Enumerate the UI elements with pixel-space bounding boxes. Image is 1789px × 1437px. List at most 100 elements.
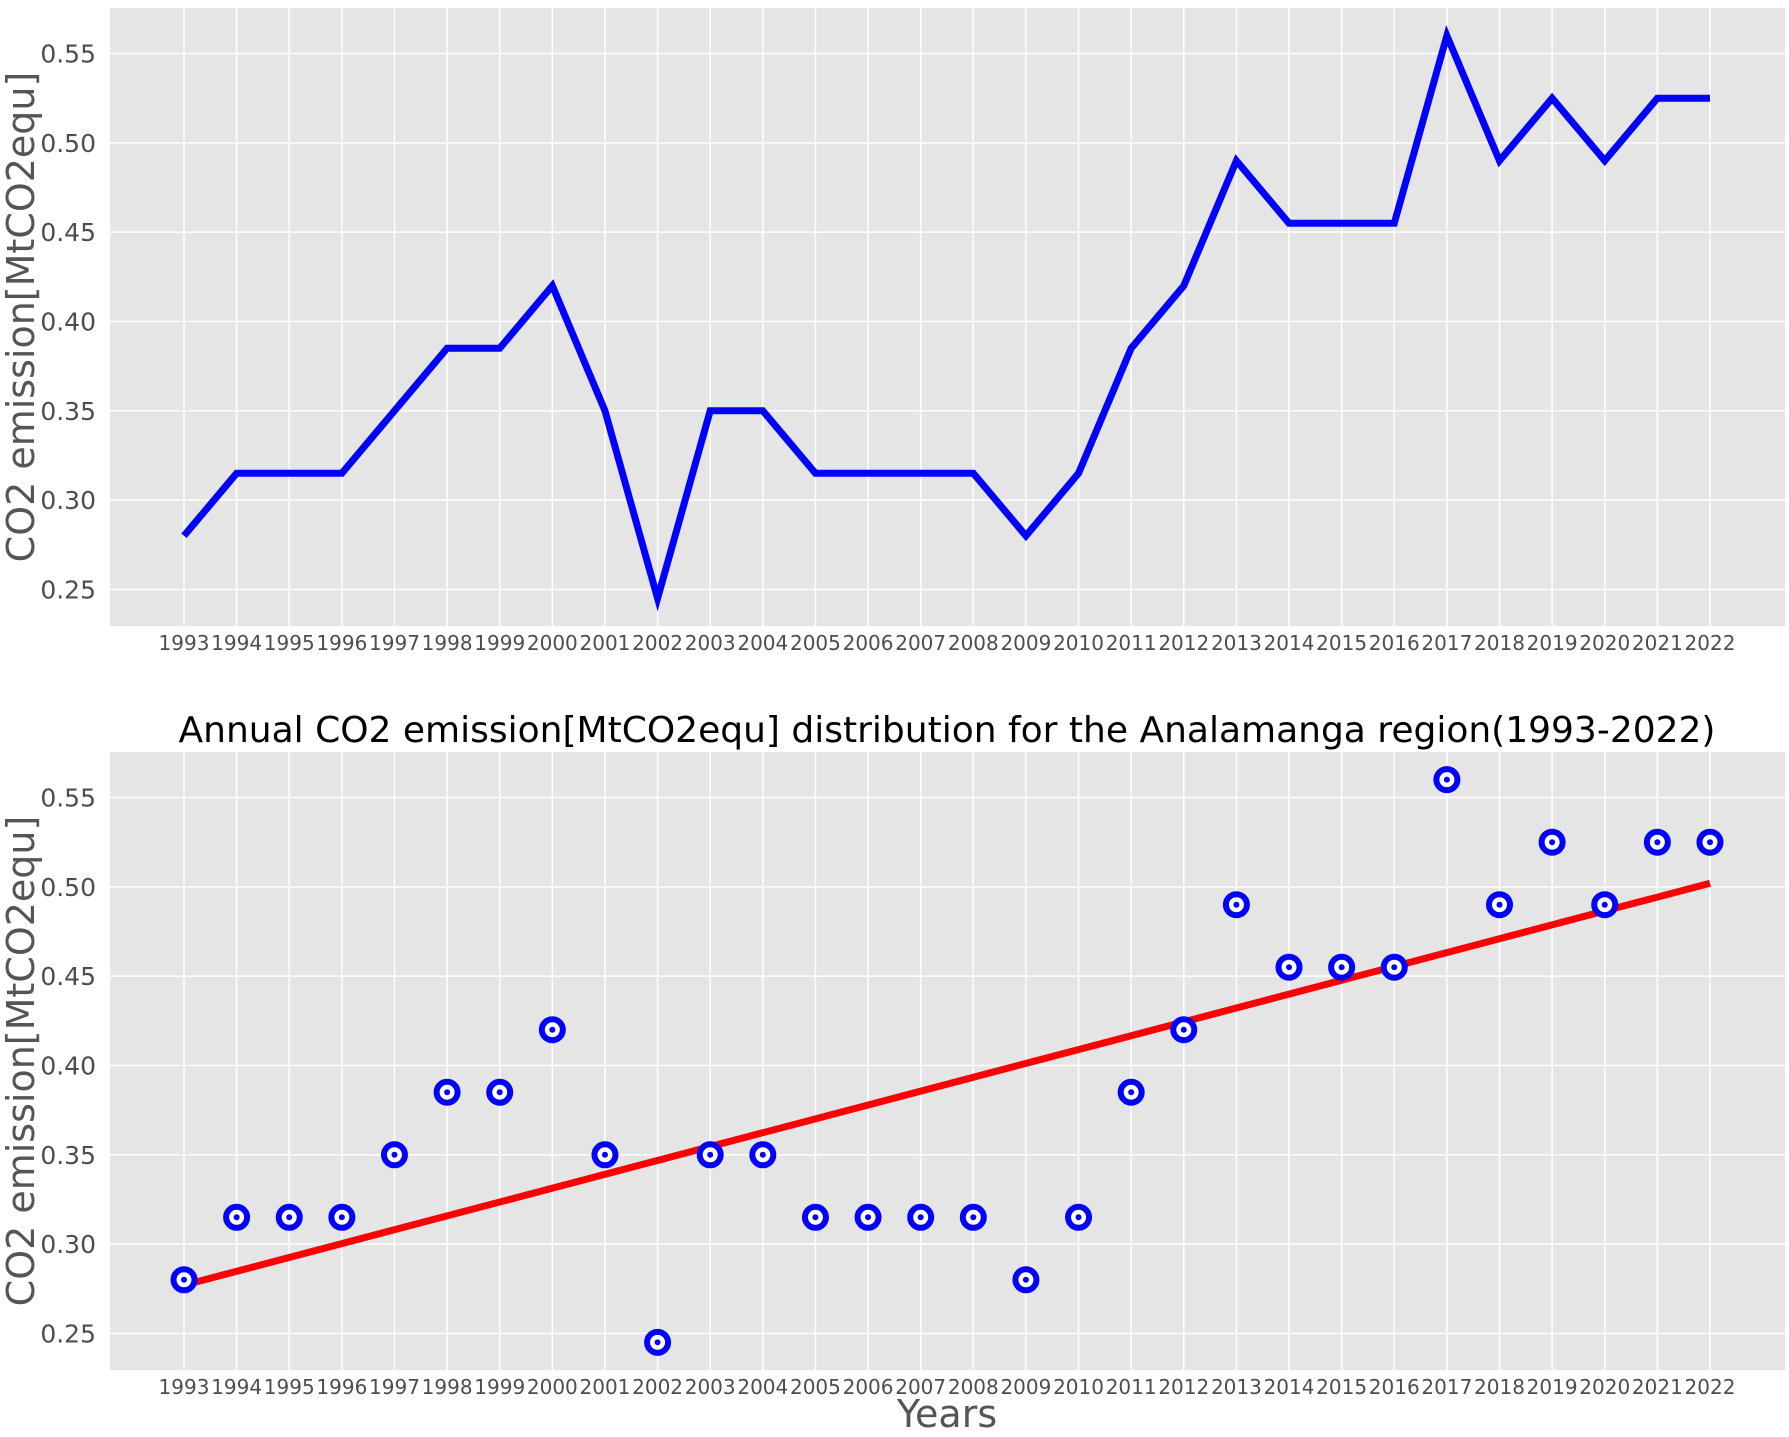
scatter-chart-panel: Annual CO2 emission[MtCO2equ] distributi… xyxy=(0,710,1785,1436)
data-point-center xyxy=(1496,901,1503,908)
x-tick-label: 1999 xyxy=(474,1375,525,1399)
y-tick-label: 0.35 xyxy=(40,1141,96,1170)
data-point-center xyxy=(654,1339,661,1346)
x-tick-label: 2019 xyxy=(1527,631,1578,655)
x-tick-label: 2013 xyxy=(1211,1375,1262,1399)
x-tick-label: 2009 xyxy=(1000,1375,1051,1399)
x-tick-label: 2003 xyxy=(685,1375,736,1399)
data-point-center xyxy=(1601,901,1608,908)
data-point-center xyxy=(917,1214,924,1221)
y-tick-label: 0.40 xyxy=(40,1051,96,1080)
x-tick-label: 1998 xyxy=(422,631,473,655)
x-tick-label: 2003 xyxy=(685,631,736,655)
y-tick-label: 0.55 xyxy=(40,784,96,813)
x-tick-label: 2016 xyxy=(1369,1375,1420,1399)
y-axis-label: CO2 emission[MtCO2equ] xyxy=(0,72,43,563)
x-tick-label: 1997 xyxy=(369,1375,420,1399)
x-tick-label: 2004 xyxy=(737,631,788,655)
trend-line-segment xyxy=(183,879,1711,1289)
plot-background xyxy=(110,8,1785,626)
data-point-center xyxy=(1706,839,1713,846)
x-tick-label: 2008 xyxy=(948,1375,999,1399)
data-point-center xyxy=(338,1214,345,1221)
x-tick-labels: 1993 1994 1995 1996 1997 1998 1999 2000 2001 2002… xyxy=(159,1375,1736,1399)
data-point-center xyxy=(1075,1214,1082,1221)
data-point-center xyxy=(1022,1276,1029,1283)
x-tick-label: 2002 xyxy=(632,631,683,655)
x-tick-label: 2020 xyxy=(1579,631,1630,655)
data-point-center xyxy=(601,1151,608,1158)
x-tick-label: 1998 xyxy=(422,1375,473,1399)
gridlines xyxy=(110,752,1785,1370)
gridlines xyxy=(110,8,1785,626)
x-tick-label: 1994 xyxy=(211,1375,262,1399)
x-tick-label: 2021 xyxy=(1632,631,1683,655)
x-tick-label: 2000 xyxy=(527,1375,578,1399)
x-tick-label: 2015 xyxy=(1316,1375,1367,1399)
y-tick-label: 0.55 xyxy=(40,40,96,69)
x-axis-label: Years xyxy=(896,1392,997,1436)
x-tick-label: 2011 xyxy=(1106,631,1157,655)
y-tick-labels: 0.25 0.30 0.35 0.40 0.45 0.50 0.55 xyxy=(40,40,96,605)
x-tick-label: 2022 xyxy=(1685,1375,1736,1399)
data-point-center xyxy=(1233,901,1240,908)
data-point-center xyxy=(1443,776,1450,783)
x-tick-label: 2006 xyxy=(843,1375,894,1399)
data-point-center xyxy=(1654,839,1661,846)
data-point-center xyxy=(1128,1089,1135,1096)
data-point-center xyxy=(1549,839,1556,846)
line-series xyxy=(181,25,1710,612)
y-tick-label: 0.40 xyxy=(40,307,96,336)
x-tick-label: 2017 xyxy=(1421,631,1472,655)
x-tick-label: 2007 xyxy=(895,1375,946,1399)
data-point-center xyxy=(233,1214,240,1221)
x-tick-label: 2005 xyxy=(790,1375,841,1399)
x-tick-label: 2012 xyxy=(1158,631,1209,655)
data-point-center xyxy=(970,1214,977,1221)
x-tick-label: 2007 xyxy=(895,631,946,655)
data-point-center xyxy=(707,1151,714,1158)
trend-line xyxy=(183,879,1711,1289)
y-tick-label: 0.35 xyxy=(40,397,96,426)
x-tick-label: 2013 xyxy=(1211,631,1262,655)
x-tick-label: 2008 xyxy=(948,631,999,655)
x-tick-label: 1996 xyxy=(316,631,367,655)
x-tick-label: 1999 xyxy=(474,631,525,655)
y-tick-label: 0.45 xyxy=(40,218,96,247)
x-tick-label: 2016 xyxy=(1369,631,1420,655)
data-point-center xyxy=(286,1214,293,1221)
x-tick-label: 2018 xyxy=(1474,631,1525,655)
y-tick-label: 0.30 xyxy=(40,1230,96,1259)
x-tick-label: 2005 xyxy=(790,631,841,655)
y-tick-label: 0.45 xyxy=(40,962,96,991)
data-point-center xyxy=(496,1089,503,1096)
y-tick-label: 0.50 xyxy=(40,873,96,902)
x-tick-label: 2009 xyxy=(1000,631,1051,655)
x-tick-label: 2017 xyxy=(1421,1375,1472,1399)
x-tick-label: 2014 xyxy=(1264,1375,1315,1399)
data-point-center xyxy=(1286,964,1293,971)
x-tick-label: 1994 xyxy=(211,631,262,655)
data-point-center xyxy=(444,1089,451,1096)
x-tick-label: 1997 xyxy=(369,631,420,655)
data-point-center xyxy=(1180,1026,1187,1033)
x-tick-label: 1995 xyxy=(264,631,315,655)
data-point-center xyxy=(549,1026,556,1033)
chart-title: Annual CO2 emission[MtCO2equ] distributi… xyxy=(179,710,1716,751)
x-tick-label: 2010 xyxy=(1053,1375,1104,1399)
x-tick-label: 2011 xyxy=(1106,1375,1157,1399)
x-tick-label: 2021 xyxy=(1632,1375,1683,1399)
data-point-center xyxy=(1338,964,1345,971)
data-point-center xyxy=(1391,964,1398,971)
x-tick-label: 2014 xyxy=(1264,631,1315,655)
plot-background xyxy=(110,752,1785,1370)
data-point-center xyxy=(812,1214,819,1221)
x-tick-label: 2020 xyxy=(1579,1375,1630,1399)
x-tick-label: 2004 xyxy=(737,1375,788,1399)
x-tick-label: 1996 xyxy=(316,1375,367,1399)
line-chart-panel: 0.250.300.350.400.450.500.55 1993 1994 199… xyxy=(0,8,1785,655)
x-tick-label: 2019 xyxy=(1527,1375,1578,1399)
x-tick-label: 1993 xyxy=(159,1375,210,1399)
y-tick-label: 0.50 xyxy=(40,129,96,158)
